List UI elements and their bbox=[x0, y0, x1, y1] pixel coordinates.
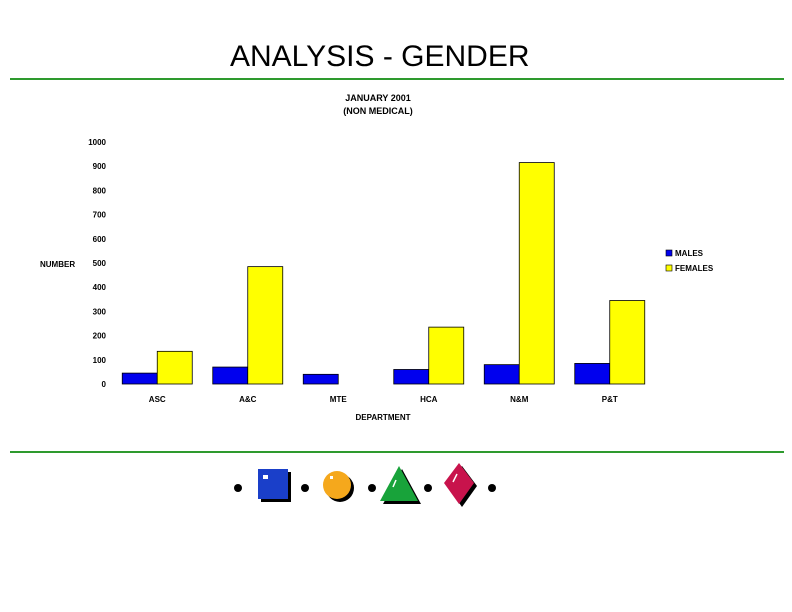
slide-title: ANALYSIS - GENDER bbox=[230, 40, 530, 73]
blue-square-icon bbox=[258, 469, 291, 502]
green-triangle-icon bbox=[380, 466, 421, 504]
chart-title: JANUARY 2001 bbox=[345, 93, 411, 103]
y-axis-label: NUMBER bbox=[40, 260, 75, 269]
top-rule bbox=[10, 78, 784, 80]
y-tick-label: 0 bbox=[102, 380, 107, 389]
y-tick-label: 600 bbox=[93, 235, 107, 244]
bar-females-ac bbox=[247, 266, 284, 385]
legend-label-males: MALES bbox=[675, 249, 704, 258]
bar-females-nm bbox=[518, 162, 555, 385]
bar-females-hca bbox=[428, 326, 465, 385]
bullet-dot-icon bbox=[301, 484, 309, 492]
y-tick-label: 500 bbox=[93, 259, 107, 268]
legend-swatch-females bbox=[665, 264, 673, 272]
bar-females-pt bbox=[609, 300, 646, 385]
bullet-dot-icon bbox=[424, 484, 432, 492]
legend-swatch-males bbox=[665, 249, 673, 257]
y-tick-label: 400 bbox=[93, 283, 107, 292]
y-tick-labels: 0 100 200 300 400 500 600 700 800 900 1000 bbox=[88, 138, 106, 389]
y-tick-label: 1000 bbox=[88, 138, 106, 147]
x-tick-labels: ASC A&C MTE HCA N&M P&T bbox=[149, 395, 618, 404]
x-axis-label: DEPARTMENT bbox=[356, 413, 411, 422]
x-tick-label: HCA bbox=[420, 395, 438, 404]
x-tick-label: P&T bbox=[602, 395, 618, 404]
y-tick-label: 100 bbox=[93, 356, 107, 365]
bars bbox=[121, 162, 646, 385]
bar-males-mte bbox=[302, 373, 339, 385]
y-tick-label: 800 bbox=[93, 186, 107, 195]
bullet-dot-icon bbox=[234, 484, 242, 492]
chart-subtitle: (NON MEDICAL) bbox=[343, 106, 413, 116]
y-tick-label: 700 bbox=[93, 211, 107, 220]
orange-circle-icon bbox=[323, 471, 354, 502]
y-tick-label: 300 bbox=[93, 307, 107, 316]
bar-females-asc bbox=[156, 350, 193, 385]
bullet-dot-icon bbox=[488, 484, 496, 492]
x-tick-label: N&M bbox=[510, 395, 529, 404]
bottom-rule bbox=[10, 451, 784, 453]
legend: MALES FEMALES bbox=[665, 249, 714, 273]
x-tick-label: A&C bbox=[239, 395, 257, 404]
y-tick-label: 900 bbox=[93, 162, 107, 171]
bullet-dot-icon bbox=[368, 484, 376, 492]
x-tick-label: ASC bbox=[149, 395, 166, 404]
legend-label-females: FEMALES bbox=[675, 264, 714, 273]
red-diamond-icon bbox=[444, 463, 477, 507]
y-tick-label: 200 bbox=[93, 332, 107, 341]
x-tick-label: MTE bbox=[330, 395, 348, 404]
